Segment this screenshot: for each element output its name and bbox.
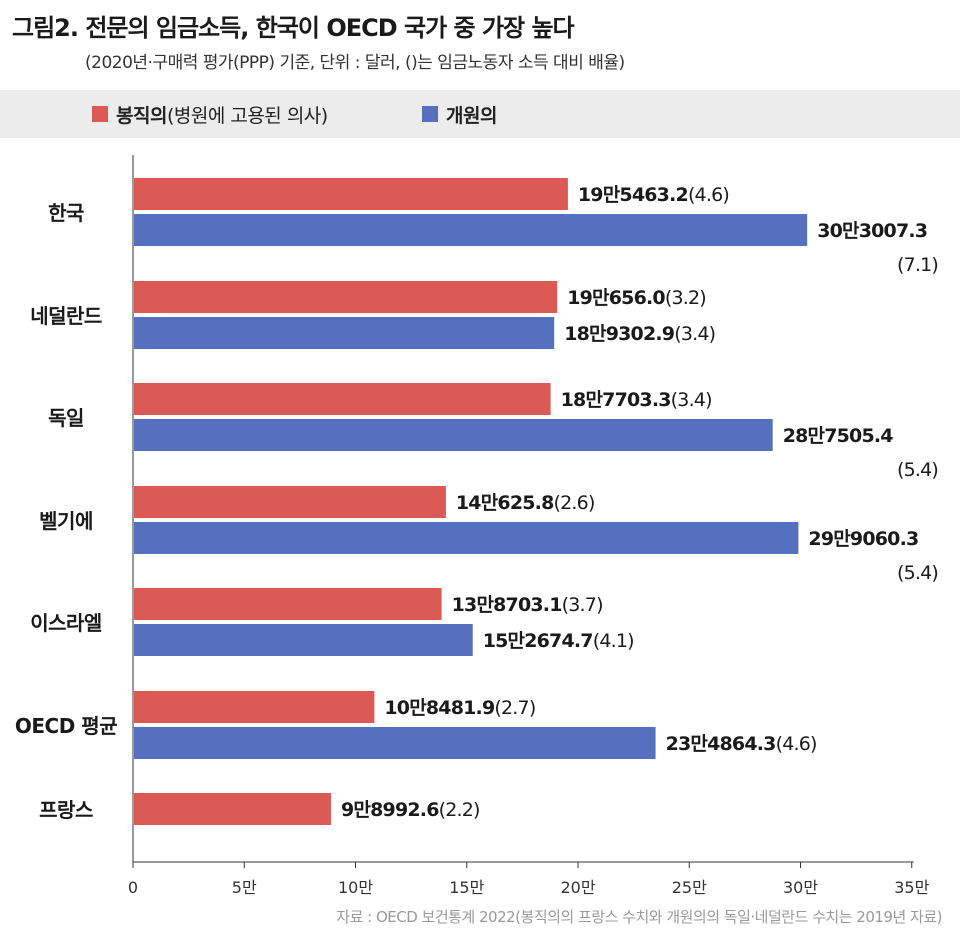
value-amount: 10만8481.9 — [384, 697, 494, 719]
x-tick-label: 30만 — [783, 878, 818, 897]
value-ratio: (5.4) — [897, 562, 938, 584]
x-tick-label: 10만 — [338, 878, 373, 897]
bar-self-employed — [134, 727, 656, 759]
bar-self-employed — [134, 214, 808, 246]
value-amount: 13만8703.1 — [452, 594, 562, 616]
x-tick-label: 20만 — [560, 878, 595, 897]
value-ratio: (2.7) — [494, 697, 535, 719]
chart-title: 그림2. 전문의 임금소득, 한국이 OECD 국가 중 가장 높다 — [12, 14, 575, 42]
value-label: 13만8703.1(3.7) — [452, 594, 603, 616]
legend-swatch-self-employed — [422, 106, 438, 122]
value-amount: 29만9060.3 — [808, 528, 918, 550]
value-amount: 19만656.0 — [567, 287, 665, 309]
value-ratio: (2.6) — [554, 492, 595, 514]
category-label: 벨기에 — [39, 509, 93, 533]
value-amount: 9만8992.6 — [341, 799, 439, 821]
value-label: 30만3007.3 — [817, 220, 927, 242]
legend: 봉직의 (병원에 고용된 의사) 개원의 — [0, 90, 960, 138]
value-ratio: (3.4) — [674, 323, 715, 345]
value-amount: 15만2674.7 — [483, 630, 593, 652]
value-amount: 23만4864.3 — [666, 733, 776, 755]
legend-label-salaried: 봉직의 — [116, 104, 167, 127]
value-label: 14만625.8(2.6) — [456, 492, 595, 514]
value-amount: 19만5463.2 — [578, 184, 688, 206]
x-tick-label: 5만 — [232, 878, 257, 897]
value-ratio: (3.2) — [665, 287, 706, 309]
bar-salaried — [134, 793, 332, 825]
value-amount: 14만625.8 — [456, 492, 554, 514]
value-label: 28만7505.4 — [783, 425, 894, 447]
bar-salaried — [134, 178, 568, 210]
value-amount: 28만7505.4 — [783, 425, 894, 447]
value-label: 19만656.0(3.2) — [567, 287, 706, 309]
bar-salaried — [134, 383, 551, 415]
value-label: 19만5463.2(4.6) — [578, 184, 729, 206]
legend-item-self-employed: 개원의 — [422, 90, 497, 138]
bar-self-employed — [134, 624, 473, 656]
category-label: 프랑스 — [39, 798, 93, 822]
legend-item-salaried: 봉직의 (병원에 고용된 의사) — [92, 90, 328, 138]
category-label: 독일 — [48, 406, 84, 430]
chart-subtitle: (2020년·구매력 평가(PPP) 기준, 단위 : 달러, ()는 임금노동… — [85, 53, 625, 73]
x-tick-label: 15만 — [449, 878, 484, 897]
value-ratio: (7.1) — [897, 254, 938, 276]
bar-salaried — [134, 486, 446, 518]
value-label: 9만8992.6(2.2) — [341, 799, 480, 821]
value-amount: 18만9302.9 — [564, 323, 674, 345]
value-ratio: (5.4) — [897, 459, 938, 481]
value-label: 18만9302.9(3.4) — [564, 323, 715, 345]
value-label: 10만8481.9(2.7) — [384, 697, 535, 719]
x-tick-label: 0 — [128, 878, 138, 897]
value-ratio: (4.6) — [688, 184, 729, 206]
category-label: 한국 — [48, 201, 84, 225]
bar-salaried — [134, 588, 442, 620]
value-amount: 18만7703.3 — [561, 389, 671, 411]
bar-salaried — [134, 691, 375, 723]
source-note: 자료 : OECD 보건통계 2022(봉직의의 프랑스 수치와 개원의의 독일… — [336, 908, 942, 926]
value-ratio: (2.2) — [439, 799, 480, 821]
bar-self-employed — [134, 522, 799, 554]
bar-self-employed — [134, 317, 555, 349]
value-ratio: (4.6) — [776, 733, 817, 755]
value-label: 23만4864.3(4.6) — [666, 733, 817, 755]
bar-salaried — [134, 281, 558, 313]
x-tick-label: 25만 — [672, 878, 707, 897]
x-tick-label: 35만 — [894, 878, 929, 897]
category-label: 이스라엘 — [30, 611, 102, 635]
value-label: 15만2674.7(4.1) — [483, 630, 634, 652]
value-ratio: (3.7) — [562, 594, 603, 616]
legend-note-salaried: (병원에 고용된 의사) — [166, 104, 328, 127]
legend-label-self-employed: 개원의 — [446, 104, 497, 127]
category-label: OECD 평균 — [15, 714, 117, 738]
bar-self-employed — [134, 419, 773, 451]
value-ratio: (4.1) — [593, 630, 634, 652]
value-ratio: (3.4) — [671, 389, 712, 411]
category-label: 네덜란드 — [30, 304, 102, 328]
value-label: 18만7703.3(3.4) — [561, 389, 712, 411]
value-label: 29만9060.3 — [808, 528, 918, 550]
legend-swatch-salaried — [92, 106, 108, 122]
value-amount: 30만3007.3 — [817, 220, 927, 242]
